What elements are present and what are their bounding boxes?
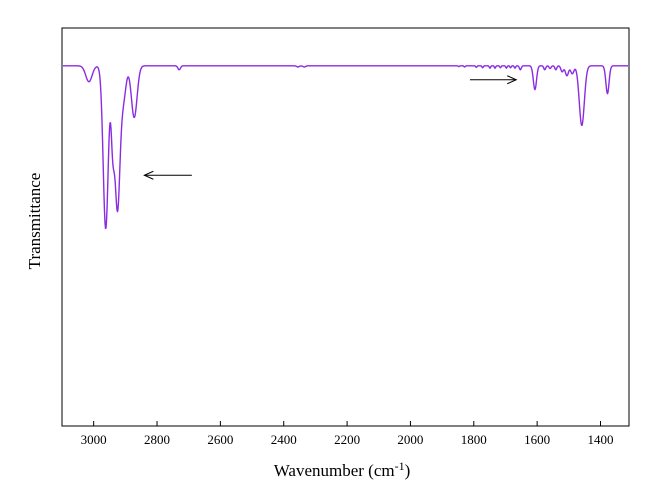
x-axis-title: Wavenumber (cm-1)	[274, 459, 411, 480]
x-axis-title-close: )	[405, 461, 411, 480]
x-tick-label-2200: 2200	[334, 432, 360, 447]
x-tick-label-2600: 2600	[207, 432, 233, 447]
annotations	[143, 75, 518, 180]
spectrum-line	[62, 65, 629, 230]
y-axis-title: Transmittance	[25, 173, 44, 270]
x-axis-ticks	[93, 421, 601, 426]
x-tick-label-3000: 3000	[81, 432, 107, 447]
x-tick-label-1600: 1600	[524, 432, 550, 447]
x-axis-title-superscript: -1	[395, 459, 405, 473]
x-tick-label-1400: 1400	[587, 432, 613, 447]
x-tick-label-2000: 2000	[397, 432, 423, 447]
arrow-left	[143, 170, 192, 180]
x-tick-label-2800: 2800	[144, 432, 170, 447]
x-axis-title-text: Wavenumber (cm	[274, 461, 395, 480]
arrow-right	[469, 75, 518, 85]
x-tick-label-1800: 1800	[461, 432, 487, 447]
x-tick-label-2400: 2400	[271, 432, 297, 447]
plot-area-border	[61, 27, 630, 427]
x-axis-tick-labels: 3000 2800 2600 2400 2200 2000 1800 1600 1400	[81, 432, 614, 447]
